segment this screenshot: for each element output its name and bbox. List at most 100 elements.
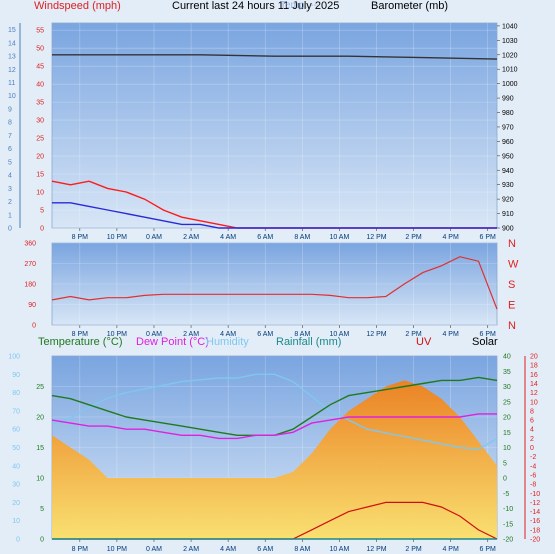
temp-tick-label: 5 <box>40 506 44 513</box>
baro-tick-label: 970 <box>502 124 514 131</box>
compass-label: W <box>508 259 519 271</box>
solar-tick-label: 25 <box>503 399 511 406</box>
temp-tick-label: 10 <box>36 476 44 483</box>
mph-tick-label: 40 <box>36 82 44 89</box>
baro-tick-label: 1010 <box>502 67 518 74</box>
humidity-tick-label: 30 <box>12 482 20 489</box>
solar-tick-label: 20 <box>503 415 511 422</box>
kmh-tick-label: 4 <box>8 173 12 180</box>
mph-tick-label: 25 <box>36 136 44 143</box>
temp-xtick-label: 0 AM <box>146 546 162 553</box>
uv-tick-label: 4 <box>530 427 534 434</box>
temp-xtick-label: 12 PM <box>366 546 386 553</box>
legend-rainfall: Rainfall (mm) <box>276 336 342 348</box>
mph-tick-label: 30 <box>36 118 44 125</box>
mph-tick-label: 55 <box>36 28 44 35</box>
chart-title: Current last 24 hours 11 July 2025 <box>172 0 340 12</box>
kmh-tick-label: 5 <box>8 159 12 166</box>
solar-tick-label: -5 <box>503 491 509 498</box>
uv-tick-label: 18 <box>530 363 538 370</box>
baro-tick-label: 930 <box>502 182 514 189</box>
baro-tick-label: 900 <box>502 226 514 233</box>
uv-tick-label: 2 <box>530 436 534 443</box>
wind-xtick-label: 2 AM <box>183 234 199 241</box>
compass-label: N <box>508 320 516 332</box>
mph-tick-label: 15 <box>36 172 44 179</box>
series-dewpoint <box>51 413 497 440</box>
temp-tick-label: 0 <box>40 537 44 544</box>
temp-xtick-label: 4 AM <box>220 546 236 553</box>
series-average <box>52 202 497 229</box>
uv-tick-label: -16 <box>530 518 540 525</box>
mph-tick-label: 35 <box>36 100 44 107</box>
wind-xtick-label: 6 PM <box>480 234 497 241</box>
wind-xtick-label: 8 AM <box>294 234 310 241</box>
temp-xtick-label: 8 PM <box>72 546 89 553</box>
baro-tick-label: 1040 <box>502 23 518 30</box>
legend-dewpoint: Dew Point (°C) <box>136 336 209 348</box>
dir-tick-label: 0 <box>32 323 36 330</box>
series-direction <box>51 256 498 310</box>
temp-xtick-label: 6 AM <box>257 546 273 553</box>
uv-tick-label: -8 <box>530 482 536 489</box>
temp-xtick-label: 4 PM <box>442 546 459 553</box>
uv-tick-label: -18 <box>530 527 540 534</box>
baro-tick-label: 950 <box>502 153 514 160</box>
uv-tick-label: -4 <box>530 463 536 470</box>
solar-tick-label: -20 <box>503 537 513 544</box>
mph-tick-label: 10 <box>36 190 44 197</box>
kmh-tick-label: 7 <box>8 133 12 140</box>
temp-xtick-label: 10 PM <box>107 546 127 553</box>
compass-label: N <box>508 238 516 250</box>
kmh-tick-label: 13 <box>8 54 16 61</box>
humidity-tick-label: 50 <box>12 445 20 452</box>
kmh-tick-label: 1 <box>8 212 12 219</box>
solar-tick-label: 30 <box>503 384 511 391</box>
wind-xtick-label: 10 PM <box>107 234 127 241</box>
kmh-tick-label: 10 <box>8 93 16 100</box>
uv-tick-label: 0 <box>530 445 534 452</box>
uv-tick-label: 6 <box>530 418 534 425</box>
wind-panel <box>51 22 498 229</box>
humidity-tick-label: 20 <box>12 500 20 507</box>
uv-tick-label: -12 <box>530 500 540 507</box>
solar-tick-label: 35 <box>503 369 511 376</box>
wind-xtick-label: 10 AM <box>329 234 349 241</box>
dir-tick-label: 180 <box>24 282 36 289</box>
temp-xtick-label: 2 AM <box>183 546 199 553</box>
uv-tick-label: 20 <box>530 354 538 361</box>
uv-tick-label: -20 <box>530 537 540 544</box>
wind-xtick-label: 2 PM <box>405 234 422 241</box>
dir-tick-label: 270 <box>24 261 36 268</box>
solar-tick-label: -10 <box>503 506 513 513</box>
dir-xtick-label: 4 PM <box>442 331 459 338</box>
temp-tick-label: 15 <box>36 445 44 452</box>
series-barometer <box>52 54 498 60</box>
dir-xtick-label: 2 PM <box>405 331 422 338</box>
legend-uv: UV <box>416 336 432 348</box>
baro-tick-label: 960 <box>502 139 514 146</box>
humidity-tick-label: 10 <box>12 518 20 525</box>
kmh-tick-label: 11 <box>8 80 15 87</box>
kmh-tick-label: 3 <box>8 186 12 193</box>
series-solar <box>52 380 497 539</box>
baro-tick-label: 1020 <box>502 52 518 59</box>
dir-tick-label: 360 <box>24 241 36 248</box>
mph-tick-label: 20 <box>36 154 44 161</box>
baro-tick-label: 1030 <box>502 38 518 45</box>
dir-xtick-label: 12 PM <box>366 331 386 338</box>
dir-xtick-label: 4 AM <box>220 331 236 338</box>
baro-axis-title: Barometer (mb) <box>371 0 449 12</box>
uv-tick-label: 10 <box>530 399 538 406</box>
temp-xtick-label: 8 AM <box>294 546 310 553</box>
mph-tick-label: 50 <box>36 46 44 53</box>
dir-xtick-label: 2 AM <box>183 331 199 338</box>
wind-xtick-label: 4 PM <box>442 234 459 241</box>
kmh-tick-label: 2 <box>8 199 12 206</box>
dir-xtick-label: 10 AM <box>329 331 349 338</box>
humidity-tick-label: 40 <box>12 463 20 470</box>
uv-tick-label: -10 <box>530 491 540 498</box>
kmh-tick-label: 12 <box>8 67 16 74</box>
temp-xtick-label: 2 PM <box>405 546 422 553</box>
